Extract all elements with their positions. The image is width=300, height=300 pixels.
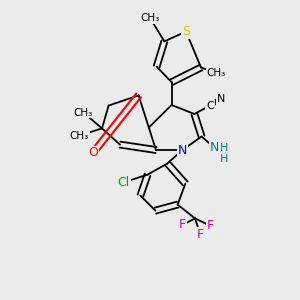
Text: CH₃: CH₃ (206, 68, 226, 78)
Text: N: N (217, 94, 225, 104)
Text: N: N (178, 143, 187, 157)
Text: CH₃: CH₃ (74, 107, 93, 118)
Text: CH₃: CH₃ (70, 130, 89, 141)
Text: CH₃: CH₃ (140, 13, 160, 23)
Text: F: F (206, 219, 214, 232)
Text: H
H: H H (220, 143, 229, 164)
Text: C: C (206, 100, 214, 111)
Text: S: S (182, 25, 190, 38)
Text: O: O (88, 146, 98, 160)
Text: F: F (197, 228, 204, 241)
Text: Cl: Cl (118, 176, 130, 189)
Text: F: F (179, 218, 186, 232)
Text: N: N (209, 141, 219, 154)
